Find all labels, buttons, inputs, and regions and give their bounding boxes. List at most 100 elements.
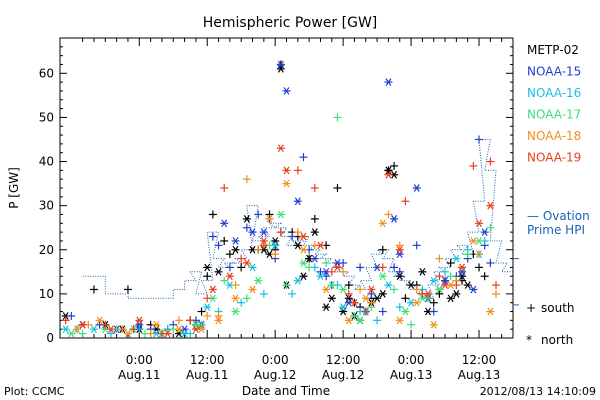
south-marker-symbol: + — [526, 301, 536, 315]
metp-02-north-point — [293, 241, 302, 250]
noaa-15-north-point — [220, 219, 229, 228]
noaa-19-north-point — [208, 285, 217, 294]
noaa-17-north-point — [378, 272, 387, 281]
noaa-17-south-point — [305, 263, 314, 272]
noaa-18-north-point — [265, 215, 274, 223]
x-tick-time: 0:00 — [126, 353, 153, 367]
noaa-19-south-point — [276, 228, 285, 237]
x-tick-date: Aug.13 — [458, 368, 501, 382]
south-marker-label: south — [541, 301, 575, 315]
metp-02-north-point — [242, 215, 251, 223]
noaa-18-south-point — [146, 329, 155, 338]
noaa-15-south-point — [367, 289, 376, 298]
noaa-19-south-point — [344, 289, 353, 298]
noaa-19-north-point — [276, 144, 285, 153]
noaa-19-south-point — [259, 241, 268, 250]
noaa-19-north-point — [367, 285, 376, 294]
noaa-17-south-point — [322, 259, 331, 267]
metp-02-south-point — [89, 285, 98, 294]
x-tick-time: 12:00 — [462, 353, 497, 367]
noaa-19-north-point — [299, 232, 308, 241]
y-tick-label: 20 — [39, 243, 54, 257]
noaa-18-south-point — [231, 281, 240, 290]
noaa-19-south-point — [401, 197, 410, 206]
metp-02-north-point — [395, 272, 404, 281]
noaa-19-north-point — [316, 241, 325, 250]
noaa-15-south-point — [429, 307, 438, 316]
noaa-19-north-point — [106, 325, 115, 334]
noaa-15-south-point — [390, 263, 399, 272]
noaa-15-north-point — [282, 87, 291, 95]
noaa-15-south-point — [67, 311, 76, 320]
noaa-15-south-point — [395, 267, 404, 276]
noaa-18-north-point — [486, 307, 495, 316]
y-tick-label: 60 — [39, 66, 54, 80]
noaa-15-south-point — [254, 210, 263, 219]
marker-legend-north: * north — [526, 333, 573, 347]
noaa-18-north-point — [214, 316, 223, 325]
noaa-19-north-point — [384, 170, 393, 179]
metp-02-north-point — [322, 303, 331, 311]
noaa-19-north-point — [475, 219, 484, 228]
metp-02-north-point — [418, 267, 427, 276]
noaa-19-north-point — [282, 166, 291, 175]
metp-02-south-point — [220, 236, 229, 245]
metp-02-south-point — [123, 285, 132, 294]
x-tick-date: Aug.11 — [118, 368, 161, 382]
noaa-15-south-point — [242, 223, 251, 232]
legend: METP-02 NOAA-15 NOAA-16 NOAA-17 NOAA-18 NOAA-… — [527, 43, 581, 165]
legend-noaa-17: NOAA-17 — [527, 108, 581, 122]
noaa-18-south-point — [271, 250, 280, 259]
noaa-19-south-point — [203, 294, 212, 303]
noaa-17-south-point — [446, 272, 455, 281]
metp-02-south-point — [310, 214, 319, 223]
noaa-15-north-point — [276, 60, 285, 69]
noaa-17-south-point — [220, 276, 229, 285]
noaa-15-north-point — [293, 197, 302, 206]
noaa-15-south-point — [356, 263, 365, 272]
y-tick-label: 50 — [39, 110, 54, 124]
y-tick-label: 30 — [39, 199, 54, 213]
noaa-16-north-point — [180, 329, 189, 338]
noaa-18-north-point — [322, 285, 331, 294]
footer-plot-credit: Plot: CCMC — [4, 385, 65, 398]
noaa-15-north-point — [231, 237, 240, 245]
noaa-15-north-point — [248, 228, 257, 236]
noaa-18-north-point — [72, 325, 81, 334]
noaa-17-south-point — [78, 329, 87, 338]
noaa-16-north-point — [61, 325, 70, 334]
metp-02-south-point — [344, 281, 353, 290]
noaa-16-south-point — [259, 289, 268, 298]
noaa-17-south-point — [282, 281, 291, 290]
x-tick-time: 12:00 — [326, 353, 361, 367]
noaa-17-south-point — [242, 294, 251, 303]
noaa-18-south-point — [118, 325, 127, 334]
noaa-16-south-point — [237, 298, 246, 307]
noaa-18-south-point — [384, 210, 393, 219]
noaa-15-south-point — [214, 241, 223, 250]
noaa-15-north-point — [259, 228, 268, 236]
noaa-19-south-point — [101, 320, 110, 329]
noaa-15-north-point — [480, 228, 489, 236]
noaa-19-south-point — [220, 184, 229, 192]
noaa-17-north-point — [231, 307, 240, 316]
noaa-18-north-point — [174, 325, 183, 334]
noaa-19-south-point — [327, 267, 336, 276]
metp-02-south-point — [225, 250, 234, 259]
noaa-17-north-point — [339, 285, 348, 294]
metp-02-south-point — [480, 272, 489, 281]
x-tick-time: 12:00 — [190, 353, 225, 367]
x-axis-label: Date and Time — [242, 384, 330, 398]
noaa-16-north-point — [203, 303, 212, 311]
noaa-18-north-point — [123, 329, 132, 338]
noaa-18-north-point — [231, 294, 240, 303]
metp-02-south-point — [378, 245, 387, 254]
x-tick-time: 0:00 — [398, 353, 425, 367]
north-marker-symbol: * — [526, 333, 532, 347]
noaa-19-north-point — [441, 281, 450, 289]
noaa-15-north-point — [412, 184, 421, 192]
x-tick-date: Aug.13 — [390, 368, 433, 382]
noaa-19-north-point — [225, 272, 234, 281]
noaa-17-north-point — [418, 294, 427, 303]
noaa-17-north-point — [435, 285, 444, 294]
